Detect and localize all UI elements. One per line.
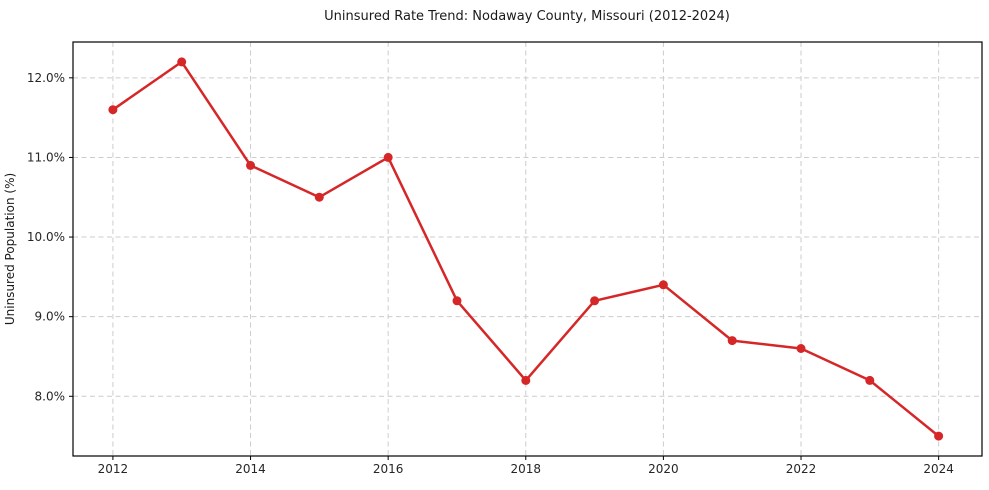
data-point-marker <box>865 375 875 385</box>
y-axis-label: Uninsured Population (%) <box>3 173 17 325</box>
x-tick-label: 2014 <box>235 462 266 476</box>
x-tick-label: 2024 <box>923 462 954 476</box>
data-point-marker <box>314 192 324 202</box>
y-tick-label: 9.0% <box>35 310 66 324</box>
x-tick-label: 2018 <box>511 462 542 476</box>
data-point-marker <box>590 296 600 306</box>
data-point-marker <box>177 57 187 67</box>
axes-frame <box>72 41 983 457</box>
data-point-marker <box>796 344 806 353</box>
data-point-marker <box>934 431 944 441</box>
x-tick-label: 2012 <box>98 462 129 476</box>
y-tick-label: 10.0% <box>27 230 65 244</box>
y-tick-label: 12.0% <box>27 71 65 85</box>
chart-title: Uninsured Rate Trend: Nodaway County, Mi… <box>324 9 730 24</box>
plot-area: 2012 2014 2016 2018 2020 2022 2024 8.0% 9.0% 10.0… <box>27 41 983 476</box>
x-tick-label: 2020 <box>648 462 679 476</box>
data-point-marker <box>383 152 393 162</box>
data-point-marker <box>246 160 255 170</box>
x-tick-label: 2016 <box>373 462 404 476</box>
data-point-marker <box>658 280 668 290</box>
y-tick-label: 11.0% <box>27 150 65 164</box>
data-point-marker <box>727 336 737 346</box>
data-point-marker <box>108 105 118 115</box>
data-point-marker <box>452 296 462 306</box>
x-tick-label: 2022 <box>786 462 817 476</box>
data-point-marker <box>521 375 531 385</box>
y-tick-label: 8.0% <box>35 389 66 403</box>
